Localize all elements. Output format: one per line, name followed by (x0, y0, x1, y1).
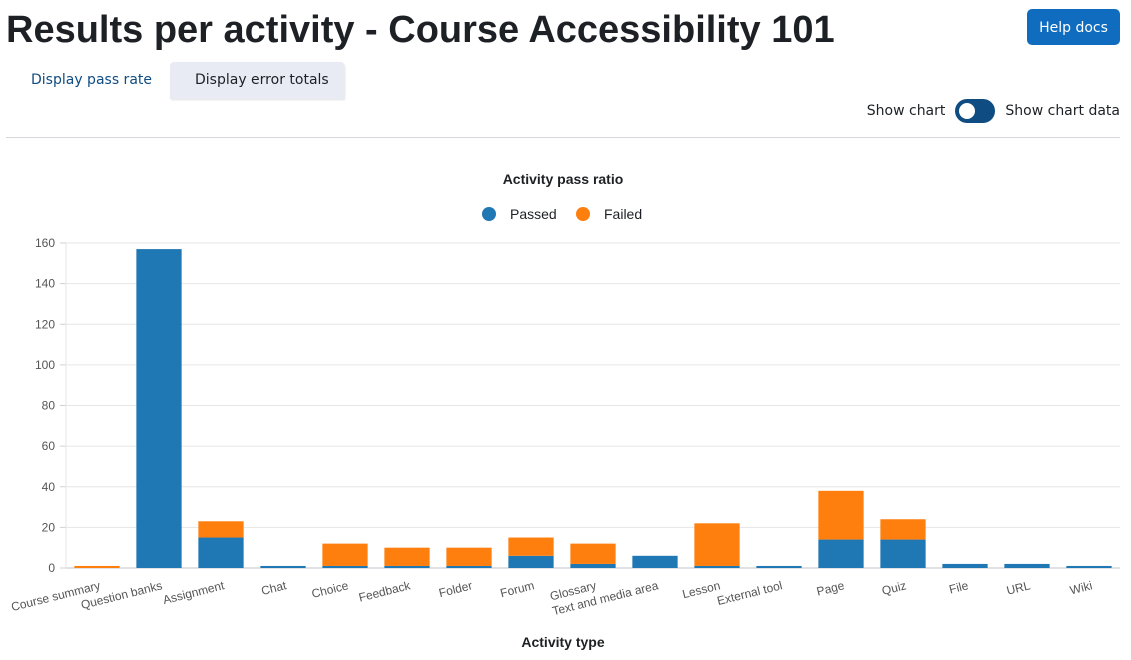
bar-passed-question-banks (136, 249, 182, 568)
show-chart-data-label: Show chart data (1005, 103, 1120, 119)
view-tabs: Display pass rate Display error totals (6, 62, 344, 99)
bar-passed-lesson (694, 565, 740, 568)
bar-failed-choice (322, 543, 368, 566)
legend-failed-label[interactable]: Failed (604, 206, 642, 222)
x-tick-label: Quiz (880, 578, 907, 598)
x-tick-label: Wiki (1068, 578, 1093, 597)
bar-passed-choice (322, 565, 368, 568)
bar-failed-feedback (384, 547, 430, 566)
bar-passed-feedback (384, 565, 430, 568)
bar-passed-folder (446, 565, 492, 568)
bar-failed-page (818, 490, 864, 540)
page-title: Results per activity - Course Accessibil… (6, 9, 835, 51)
toggle-knob (959, 103, 976, 119)
y-tick-label: 0 (48, 561, 55, 575)
chart-data-toggle[interactable] (955, 99, 996, 123)
bar-passed-chat (260, 565, 306, 568)
bar-passed-page (818, 539, 864, 568)
y-tick-label: 160 (35, 236, 55, 250)
bar-failed-assignment (198, 521, 244, 538)
chart-legend: Passed Failed (482, 206, 642, 222)
bar-passed-text-and-media-area (632, 555, 678, 568)
legend-failed-marker[interactable] (576, 207, 590, 221)
chart-toggle-row: Show chart Show chart data (867, 98, 1120, 124)
legend-passed-marker[interactable] (482, 207, 496, 221)
y-tick-label: 120 (35, 317, 55, 331)
x-tick-label: Chat (260, 578, 289, 598)
divider (6, 137, 1120, 138)
x-tick-label: Forum (499, 578, 536, 600)
bar-passed-assignment (198, 537, 244, 568)
bar-passed-glossary (570, 563, 616, 568)
bar-failed-forum (508, 537, 554, 556)
y-tick-label: 20 (42, 520, 56, 534)
help-docs-button[interactable]: Help docs (1027, 9, 1120, 45)
x-tick-label: File (948, 578, 970, 596)
x-axis-title: Activity type (521, 634, 604, 650)
bar-failed-quiz (880, 519, 926, 540)
chart-bars (74, 249, 1112, 568)
bar-passed-forum (508, 555, 554, 568)
chart-title: Activity pass ratio (503, 171, 624, 187)
show-chart-label: Show chart (866, 103, 946, 119)
x-tick-label: Folder (437, 578, 473, 600)
x-tick-label: Assignment (161, 578, 226, 607)
y-tick-label: 100 (35, 358, 55, 372)
bar-failed-glossary (570, 543, 616, 564)
bar-failed-course-summary (74, 565, 120, 568)
bar-failed-lesson (694, 523, 740, 566)
x-tick-label: Feedback (357, 578, 412, 605)
y-tick-label: 40 (42, 480, 56, 494)
x-tick-label: External tool (716, 578, 784, 608)
y-tick-label: 140 (35, 277, 55, 291)
x-tick-label: Choice (310, 578, 350, 601)
y-tick-label: 80 (42, 399, 56, 413)
tab-display-error-totals[interactable]: Display error totals (170, 62, 344, 99)
gridlines (66, 242, 1120, 569)
legend-passed-label[interactable]: Passed (510, 206, 557, 222)
x-tick-label: URL (1005, 578, 1032, 597)
tab-display-pass-rate[interactable]: Display pass rate (6, 62, 170, 99)
bar-passed-external-tool (756, 565, 802, 568)
bar-passed-file (942, 563, 988, 568)
bar-passed-wiki (1066, 565, 1112, 568)
x-tick-label: Page (815, 578, 846, 598)
y-tick-label: 60 (42, 439, 56, 453)
bar-passed-quiz (880, 539, 926, 568)
bar-failed-folder (446, 547, 492, 566)
bar-passed-url (1004, 563, 1050, 568)
